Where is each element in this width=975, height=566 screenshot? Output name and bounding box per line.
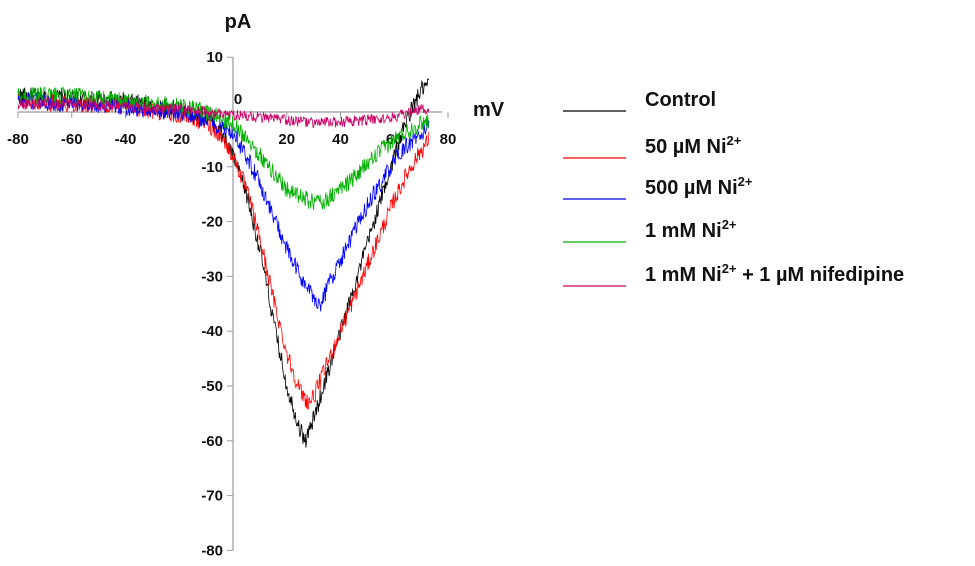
x-tick-label: 40 — [332, 131, 349, 148]
y-tick-label: -50 — [201, 378, 223, 395]
x-tick-label: -60 — [61, 131, 83, 148]
x-tick-label: -40 — [115, 131, 137, 148]
series-line-4 — [17, 97, 430, 129]
series-line-2 — [17, 91, 430, 312]
y-tick-label: -60 — [201, 433, 223, 450]
legend-label: 500 µM Ni2+ — [645, 174, 753, 199]
y-tick-label: 10 — [206, 49, 223, 66]
legend-label: 50 µM Ni2+ — [645, 133, 742, 158]
x-tick-label: -20 — [168, 131, 190, 148]
x-tick-label: -80 — [7, 131, 29, 148]
y-tick-label: -20 — [201, 214, 223, 231]
axes: -80 -60 -40 -20 20 40 60 80010-10-20-30-40-50-6… — [7, 11, 505, 559]
origin-label: 0 — [234, 91, 242, 108]
x-tick-label: 80 — [440, 131, 457, 148]
y-tick-label: -70 — [201, 488, 223, 505]
legend-label: 1 mM Ni2+ + 1 µM nifedipine — [645, 261, 904, 286]
legend-label: 1 mM Ni2+ — [645, 217, 737, 242]
y-tick-label: -80 — [201, 542, 223, 559]
y-axis-label: pA — [225, 11, 252, 33]
y-tick-label: -10 — [201, 159, 223, 176]
y-tick-label: -40 — [201, 323, 223, 340]
y-tick-label: -30 — [201, 268, 223, 285]
series-layer — [17, 78, 430, 448]
x-tick-label: 20 — [278, 131, 295, 148]
x-axis-label: mV — [473, 99, 505, 121]
legend: Control 50 µM Ni2+ 500 µM Ni2+ 1 mM Ni2+ 1 m… — [563, 89, 904, 287]
legend-label: Control — [645, 89, 716, 111]
